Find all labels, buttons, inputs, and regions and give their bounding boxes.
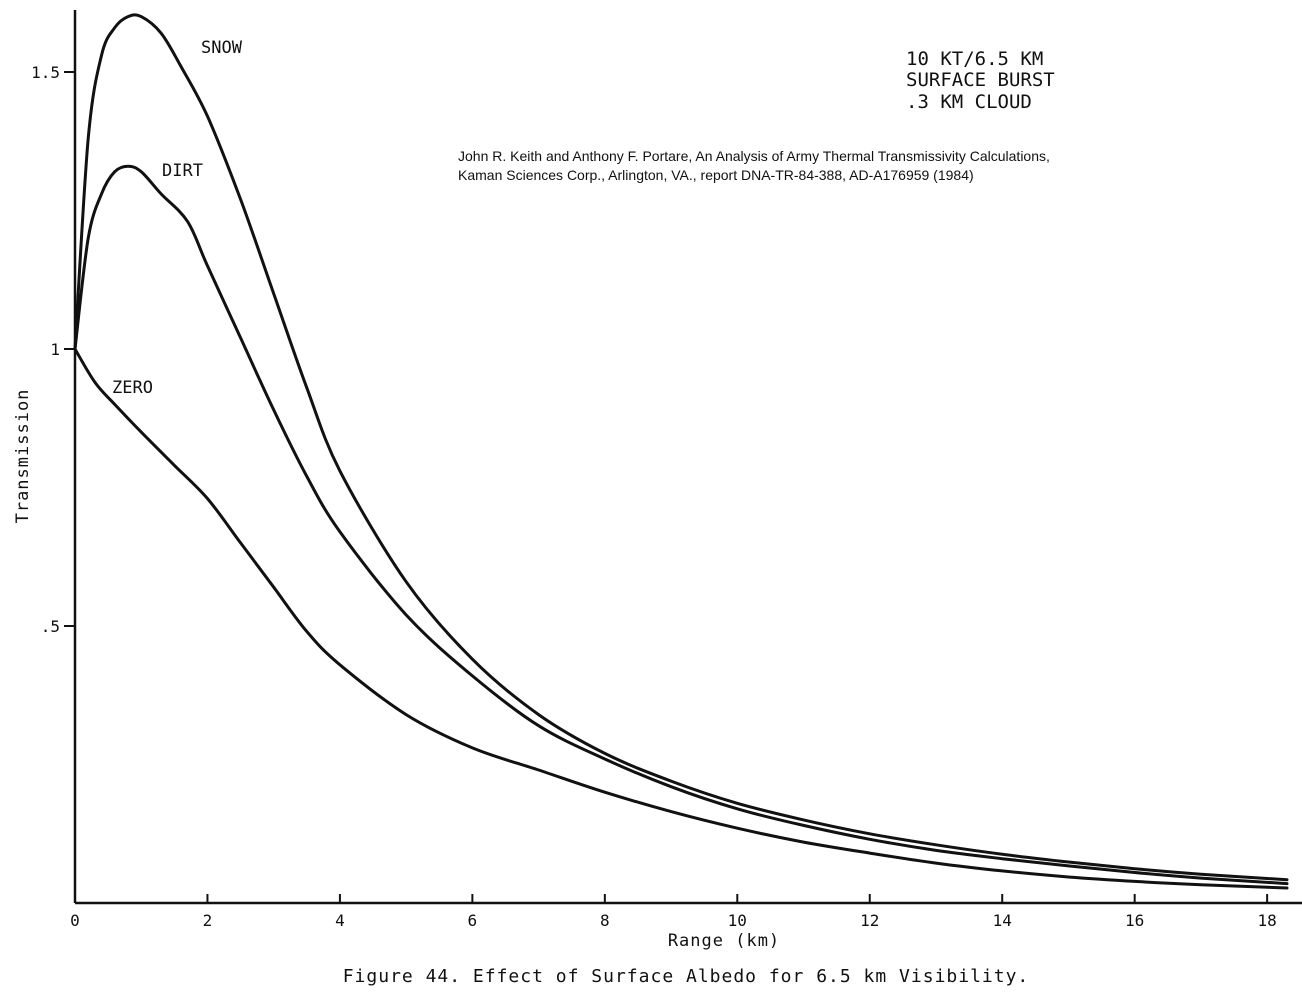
x-tick-label: 12 [860, 911, 879, 930]
x-tick-label: 8 [600, 911, 610, 930]
x-axis-title: Range (km) [668, 931, 780, 951]
x-tick-label: 0 [70, 911, 80, 930]
x-tick-label: 4 [335, 911, 345, 930]
series-group: SNOW DIRT ZERO [73, 13, 1289, 890]
x-tick-label: 14 [993, 911, 1012, 930]
y-axis-title: Transmission [13, 389, 33, 524]
x-ticks: 0 2 4 6 8 10 12 14 16 18 [70, 894, 1277, 930]
info-line: 10 KT/6.5 KM [906, 48, 1043, 70]
y-tick-label: 1.5 [31, 63, 60, 82]
axes [73, 10, 1302, 905]
x-tick-label: 2 [203, 911, 213, 930]
y-tick-label: .5 [41, 617, 60, 636]
x-tick-label: 10 [728, 911, 747, 930]
series-label-zero: ZERO [112, 378, 153, 398]
x-tick-label: 16 [1125, 911, 1144, 930]
series-label-snow: SNOW [201, 38, 243, 58]
info-box: 10 KT/6.5 KM SURFACE BURST .3 KM CLOUD [906, 48, 1055, 113]
citation: John R. Keith and Anthony F. Portare, An… [458, 148, 1050, 183]
x-tick-label: 6 [468, 911, 478, 930]
series-line-zero [73, 347, 1289, 890]
x-tick-label: 18 [1257, 911, 1276, 930]
info-line: SURFACE BURST [906, 69, 1055, 91]
y-ticks: .5 1 1.5 [31, 63, 75, 636]
figure-caption: Figure 44. Effect of Surface Albedo for … [343, 966, 1030, 987]
series-label-dirt: DIRT [162, 161, 203, 181]
info-line: .3 KM CLOUD [906, 91, 1032, 113]
citation-line: John R. Keith and Anthony F. Portare, An… [458, 148, 1050, 164]
series-line-snow [73, 13, 1289, 882]
y-tick-label: 1 [50, 340, 60, 359]
series-line-dirt [73, 164, 1289, 886]
citation-line: Kaman Sciences Corp., Arlington, VA., re… [458, 167, 974, 183]
